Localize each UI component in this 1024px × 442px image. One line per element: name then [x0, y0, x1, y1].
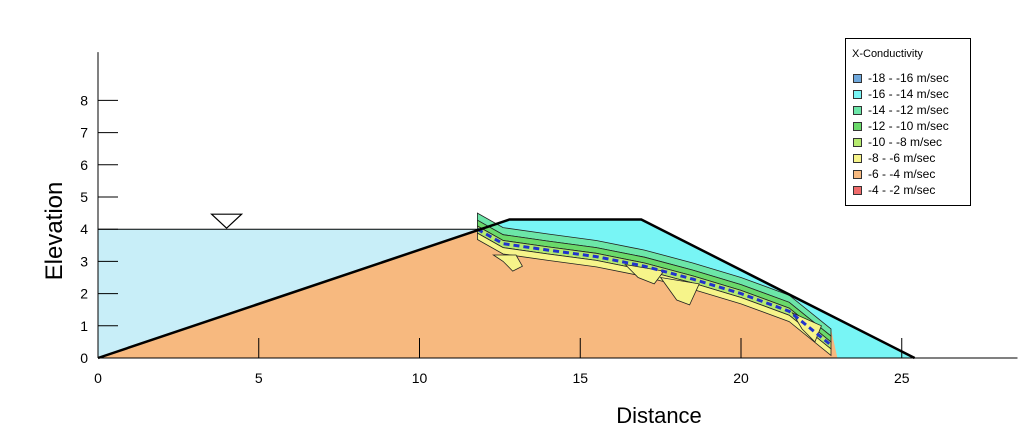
legend-item: -14 - -12 m/sec [853, 103, 949, 117]
legend-label: -12 - -10 m/sec [868, 119, 949, 133]
unsaturated-zone [483, 219, 915, 358]
legend-label: -8 - -6 m/sec [868, 151, 936, 165]
legend-label: -4 - -2 m/sec [868, 183, 936, 197]
legend-item: -16 - -14 m/sec [853, 87, 949, 101]
legend-label: -18 - -16 m/sec [868, 71, 949, 85]
legend-item: -12 - -10 m/sec [853, 119, 949, 133]
y-tick-label: 8 [80, 92, 88, 108]
legend-title: X-Conductivity [852, 48, 923, 60]
phreatic-line [476, 227, 832, 347]
y-tick-label: 7 [80, 125, 88, 141]
x-tick-label: 20 [733, 370, 749, 386]
legend-swatch [853, 105, 862, 115]
conductivity-patch [791, 312, 822, 343]
x-tick-label: 25 [894, 370, 910, 386]
legend-swatch [853, 185, 862, 195]
legend: X-Conductivity -18 - -16 m/sec -16 - -14… [845, 38, 971, 206]
dam-outline [97, 218, 916, 360]
y-tick-label: 5 [80, 189, 88, 205]
x-tick-label: 5 [255, 370, 263, 386]
y-tick-label: 0 [80, 350, 88, 366]
legend-swatch [853, 89, 862, 99]
legend-swatch [853, 73, 862, 83]
legend-item: -8 - -6 m/sec [853, 151, 935, 165]
x-axis-label: Distance [616, 403, 702, 428]
y-tick-label: 4 [80, 221, 88, 237]
conductivity-patch [659, 276, 700, 306]
y-tick-label: 1 [80, 318, 88, 334]
x-tick-label: 15 [572, 370, 588, 386]
legend-swatch [853, 169, 862, 179]
y-tick-label: 3 [80, 253, 88, 269]
conductivity-band-4 [476, 232, 832, 357]
y-tick-label: 6 [80, 157, 88, 173]
legend-label: -6 - -4 m/sec [868, 167, 936, 181]
x-tick-label: 10 [412, 370, 428, 386]
x-tick-label: 0 [94, 370, 102, 386]
legend-swatch [853, 121, 862, 131]
saturated-zone [98, 219, 915, 358]
water-level-marker [210, 213, 244, 230]
legend-label: -10 - -8 m/sec [868, 135, 943, 149]
legend-item: -4 - -2 m/sec [853, 183, 935, 197]
y-tick-label: 2 [80, 286, 88, 302]
legend-item: -6 - -4 m/sec [853, 167, 935, 181]
legend-item: -18 - -16 m/sec [853, 71, 949, 85]
legend-label: -16 - -14 m/sec [868, 87, 949, 101]
conductivity-patch [624, 263, 665, 285]
legend-swatch [853, 153, 862, 163]
legend-swatch [853, 137, 862, 147]
y-axis-label: Elevation [41, 182, 68, 281]
conductivity-patch [492, 254, 523, 272]
legend-item: -10 - -8 m/sec [853, 135, 942, 149]
legend-label: -14 - -12 m/sec [868, 103, 949, 117]
